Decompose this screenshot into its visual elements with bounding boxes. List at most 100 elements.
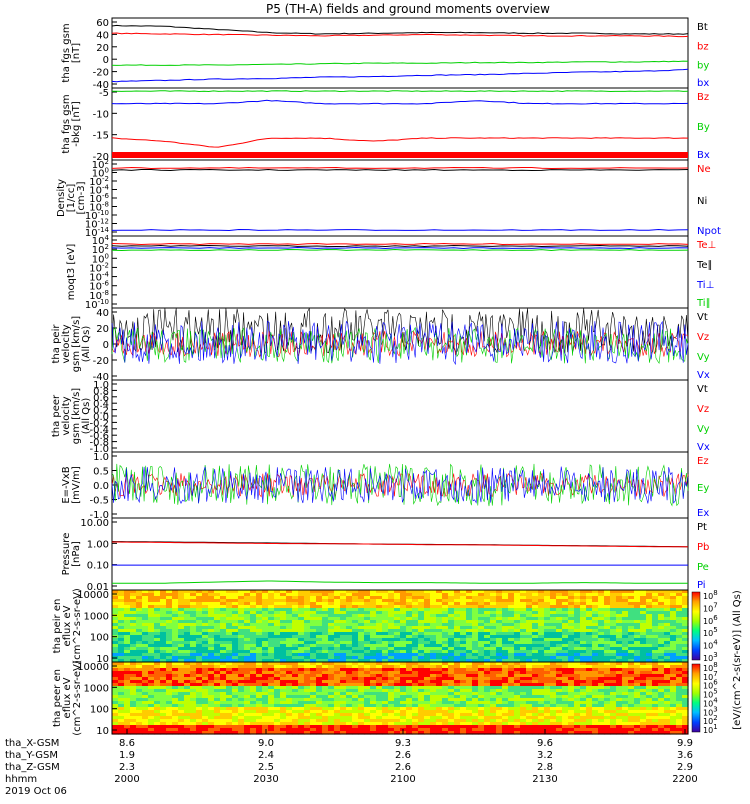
heatmap-cell [610,692,617,696]
heatmap-cell [346,635,353,639]
heatmap-cell [316,635,323,639]
heatmap-cell [526,590,533,594]
heatmap-cell [274,689,281,693]
heatmap-cell [604,659,611,663]
heatmap-cell [652,611,659,615]
heatmap-cell [304,713,311,717]
heatmap-cell [310,710,317,714]
heatmap-cell [430,602,437,606]
heatmap-cell [142,722,149,726]
heatmap-cell [244,662,251,666]
heatmap-cell [364,602,371,606]
heatmap-cell [508,719,515,723]
heatmap-cell [634,704,641,708]
legend-Vy: Vy [697,424,710,435]
heatmap-cell [352,614,359,618]
heatmap-cell [646,728,653,732]
heatmap-cell [478,617,485,621]
heatmap-cell [472,689,479,693]
heatmap-cell [148,671,155,675]
heatmap-cell [268,650,275,654]
heatmap-cell [172,677,179,681]
heatmap-cell [526,671,533,675]
heatmap-cell [334,725,341,729]
heatmap-cell [118,722,125,726]
heatmap-cell [448,725,455,729]
heatmap-cell [292,704,299,708]
heatmap-cell [628,683,635,687]
y-tick-label: 10-2 [89,175,109,188]
heatmap-cell [130,686,137,690]
heatmap-cell [580,668,587,672]
heatmap-cell [292,719,299,723]
heatmap-cell [280,698,287,702]
heatmap-cell [442,626,449,630]
heatmap-cell [142,647,149,651]
heatmap-cell [268,710,275,714]
heatmap-cell [544,635,551,639]
footer-row-label: hhmm [5,774,37,785]
heatmap-cell [316,689,323,693]
heatmap-cell [652,608,659,612]
heatmap-cell [640,698,647,702]
heatmap-cell [436,650,443,654]
heatmap-cell [550,689,557,693]
heatmap-cell [340,593,347,597]
heatmap-cell [154,674,161,678]
heatmap-cell [442,644,449,648]
heatmap-cell [454,659,461,663]
heatmap-cell [514,677,521,681]
heatmap-cell [310,638,317,642]
heatmap-cell [538,656,545,660]
heatmap-cell [382,608,389,612]
footer-value: 3.6 [677,750,693,761]
heatmap-cell [124,719,131,723]
heatmap-cell [268,644,275,648]
heatmap-cell [658,641,665,645]
heatmap-cell [574,641,581,645]
heatmap-cell [670,695,677,699]
heatmap-cell [202,671,209,675]
heatmap-cell [460,611,467,615]
heatmap-cell [460,641,467,645]
heatmap-cell [232,629,239,633]
heatmap-cell [118,623,125,627]
heatmap-cell [430,647,437,651]
heatmap-cell [262,599,269,603]
heatmap-cell [310,707,317,711]
heatmap-cell [304,689,311,693]
series-line [111,32,689,38]
heatmap-cell [196,662,203,666]
heatmap-cell [352,608,359,612]
heatmap-cell [664,620,671,624]
heatmap-cell [466,710,473,714]
heatmap-cell [322,656,329,660]
heatmap-cell [670,632,677,636]
heatmap-cell [346,728,353,732]
heatmap-cell [508,614,515,618]
heatmap-cell [256,659,263,663]
heatmap-cell [496,611,503,615]
heatmap-cell [184,686,191,690]
heatmap-cell [610,695,617,699]
heatmap-cell [556,698,563,702]
heatmap-cell [196,644,203,648]
heatmap-cell [670,644,677,648]
heatmap-cell [676,596,683,600]
heatmap-cell [238,698,245,702]
heatmap-cell [604,599,611,603]
heatmap-cell [208,719,215,723]
heatmap-cell [376,644,383,648]
heatmap-cell [172,644,179,648]
heatmap-cell [370,716,377,720]
heatmap-cell [304,653,311,657]
heatmap-cell [448,728,455,732]
heatmap-cell [310,722,317,726]
heatmap-cell [382,704,389,708]
heatmap-cell [292,668,299,672]
heatmap-cell [472,644,479,648]
heatmap-cell [388,650,395,654]
heatmap-cell [250,659,257,663]
heatmap-cell [394,689,401,693]
heatmap-cell [658,701,665,705]
